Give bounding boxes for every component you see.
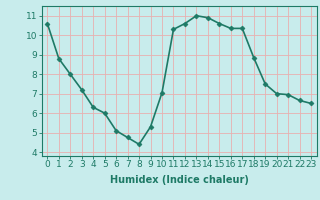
X-axis label: Humidex (Indice chaleur): Humidex (Indice chaleur) — [110, 175, 249, 185]
